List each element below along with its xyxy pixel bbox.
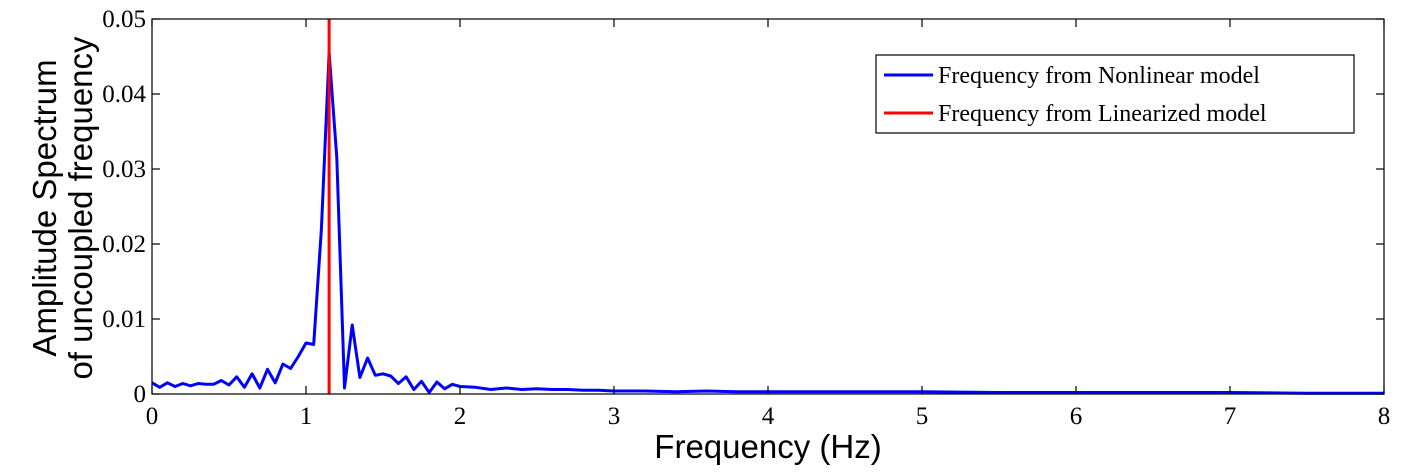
- y-axis-title-line-1: Amplitude Spectrum: [26, 59, 63, 356]
- y-tick-label: 0.05: [102, 6, 146, 33]
- plot-area: [151, 19, 1384, 395]
- x-tick-label: 2: [454, 403, 467, 430]
- legend-label-linearized: Frequency from Linearized model: [938, 101, 1267, 127]
- x-tick-label: 5: [916, 403, 929, 430]
- x-tick-label: 1: [300, 403, 313, 430]
- x-tick-label: 3: [608, 403, 621, 430]
- y-tick-label: 0.04: [102, 81, 146, 108]
- y-tick-label: 0.02: [102, 231, 146, 258]
- legend: Frequency from Nonlinear model Frequency…: [875, 54, 1355, 134]
- y-axis-title: Amplitude Spectrum of uncoupled frequenc…: [26, 36, 99, 380]
- x-tick-label: 4: [762, 403, 775, 430]
- x-tick-label: 6: [1070, 403, 1083, 430]
- y-axis-title-line-2: of uncoupled frequency: [62, 36, 99, 380]
- y-tick-label: 0.01: [102, 306, 146, 333]
- series-line-nonlinear: [151, 51, 1384, 395]
- x-tick-label: 0: [146, 403, 159, 430]
- y-tick-label: 0: [134, 381, 147, 408]
- x-tick-label: 7: [1224, 403, 1237, 430]
- legend-box: [875, 54, 1355, 134]
- x-tick-label: 8: [1378, 403, 1391, 430]
- x-axis-title: Frequency (Hz): [654, 428, 881, 465]
- axis-ticks: 0 1 2 3 4 5 6 7 8 0 0.01 0.02 0.03 0.04 0.05: [102, 6, 1390, 430]
- legend-label-nonlinear: Frequency from Nonlinear model: [938, 63, 1260, 89]
- y-tick-label: 0.03: [102, 156, 146, 183]
